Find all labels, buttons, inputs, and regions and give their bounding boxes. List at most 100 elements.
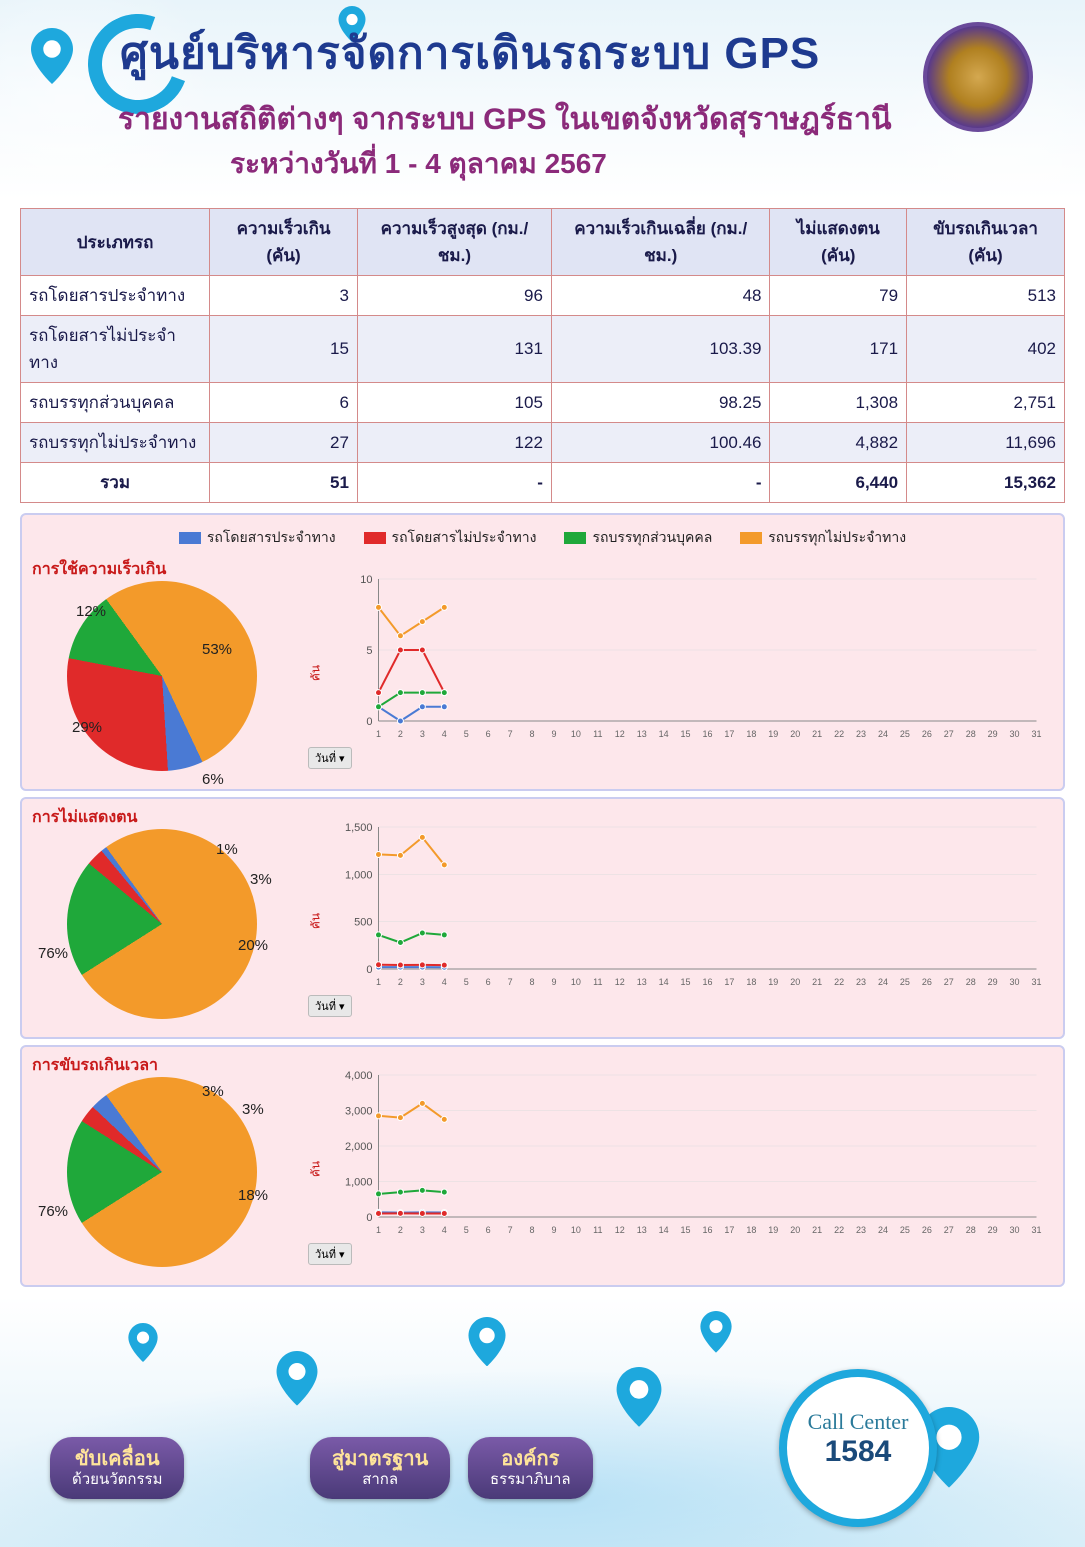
main-title: ศูนย์บริหารจัดการเดินรถระบบ GPS	[120, 18, 820, 88]
pie-slice-label: 3%	[242, 1101, 264, 1118]
svg-text:17: 17	[724, 729, 734, 739]
table-header: ความเร็วสูงสุด (กม./ชม.)	[357, 209, 551, 276]
row-value: 103.39	[551, 316, 770, 383]
svg-text:3: 3	[420, 977, 425, 987]
svg-text:27: 27	[944, 977, 954, 987]
svg-text:18: 18	[746, 977, 756, 987]
y-axis-label: คัน	[307, 1161, 326, 1177]
svg-text:31: 31	[1031, 1225, 1041, 1235]
svg-text:30: 30	[1010, 977, 1020, 987]
svg-text:24: 24	[878, 977, 888, 987]
svg-text:4: 4	[442, 977, 447, 987]
legend-item: รถบรรทุกไม่ประจำทาง	[740, 527, 906, 549]
svg-text:8: 8	[530, 1225, 535, 1235]
svg-text:5: 5	[464, 1225, 469, 1235]
row-value: 171	[770, 316, 907, 383]
svg-text:18: 18	[746, 729, 756, 739]
svg-text:11: 11	[593, 729, 602, 739]
svg-text:31: 31	[1031, 729, 1041, 739]
pie-slice-label: 18%	[238, 1187, 268, 1204]
x-axis-selector[interactable]: วันที่ ▾	[308, 1243, 352, 1265]
table-header: ความเร็วเกินเฉลี่ย (กม./ชม.)	[551, 209, 770, 276]
table-total-row: รวม51--6,44015,362	[21, 463, 1065, 503]
svg-text:23: 23	[856, 1225, 866, 1235]
row-value: 100.46	[551, 423, 770, 463]
table-header: ขับรถเกินเวลา (คัน)	[907, 209, 1065, 276]
svg-text:9: 9	[551, 1225, 556, 1235]
total-value: 15,362	[907, 463, 1065, 503]
svg-text:13: 13	[637, 977, 647, 987]
row-value: 1,308	[770, 383, 907, 423]
svg-text:22: 22	[834, 977, 844, 987]
svg-text:3: 3	[420, 729, 425, 739]
x-axis-selector[interactable]: วันที่ ▾	[308, 747, 352, 769]
svg-text:12: 12	[615, 729, 625, 739]
svg-text:19: 19	[768, 977, 778, 987]
svg-text:28: 28	[966, 729, 976, 739]
svg-text:8: 8	[530, 729, 535, 739]
svg-text:29: 29	[988, 729, 998, 739]
svg-text:0: 0	[366, 964, 372, 976]
chart-legend: รถโดยสารประจำทางรถโดยสารไม่ประจำทางรถบรร…	[32, 523, 1053, 559]
svg-text:5: 5	[464, 977, 469, 987]
svg-text:10: 10	[571, 977, 581, 987]
map-pin-icon	[128, 1323, 158, 1362]
report-header: ศูนย์บริหารจัดการเดินรถระบบ GPS รายงานสถ…	[0, 0, 1085, 200]
svg-text:14: 14	[659, 1225, 669, 1235]
svg-text:12: 12	[615, 977, 625, 987]
agency-seal-icon	[923, 22, 1033, 132]
chart-panel: การไม่แสดงตน76%20%3%1%05001,0001,5001234…	[20, 797, 1065, 1039]
svg-text:11: 11	[593, 977, 602, 987]
stats-table: ประเภทรถความเร็วเกิน (คัน)ความเร็วสูงสุด…	[20, 208, 1065, 503]
svg-text:10: 10	[571, 729, 581, 739]
svg-text:8: 8	[530, 977, 535, 987]
row-label: รถบรรทุกไม่ประจำทาง	[21, 423, 210, 463]
total-value: 6,440	[770, 463, 907, 503]
total-label: รวม	[21, 463, 210, 503]
svg-text:10: 10	[571, 1225, 581, 1235]
pie-slice-label: 29%	[72, 719, 102, 736]
chart-panel: รถโดยสารประจำทางรถโดยสารไม่ประจำทางรถบรร…	[20, 513, 1065, 791]
footer-badge: องค์กรธรรมาภิบาล	[468, 1437, 593, 1499]
pie-wrap: 76%18%3%3%	[32, 1075, 292, 1275]
map-pin-icon	[468, 1317, 506, 1366]
footer-badge: สู่มาตรฐานสากล	[310, 1437, 450, 1499]
svg-text:7: 7	[508, 729, 513, 739]
line-wrap: 0510123456789101112131415161718192021222…	[332, 573, 1053, 773]
line-wrap: 01,0002,0003,0004,0001234567891011121314…	[332, 1069, 1053, 1269]
call-center-label: Call Center	[787, 1409, 929, 1435]
row-label: รถบรรทุกส่วนบุคคล	[21, 383, 210, 423]
svg-text:2,000: 2,000	[345, 1141, 373, 1153]
svg-text:23: 23	[856, 977, 866, 987]
svg-text:6: 6	[486, 1225, 491, 1235]
line-chart: 01,0002,0003,0004,0001234567891011121314…	[332, 1069, 1053, 1239]
row-value: 122	[357, 423, 551, 463]
svg-text:20: 20	[790, 729, 800, 739]
x-axis-selector[interactable]: วันที่ ▾	[308, 995, 352, 1017]
pie-slice-label: 76%	[38, 1203, 68, 1220]
pie-slice-label: 12%	[76, 603, 106, 620]
svg-text:14: 14	[659, 977, 669, 987]
svg-text:28: 28	[966, 1225, 976, 1235]
svg-text:30: 30	[1010, 729, 1020, 739]
pie-chart	[67, 1077, 257, 1267]
svg-text:1,000: 1,000	[345, 869, 373, 881]
map-pin-icon	[30, 28, 74, 84]
svg-text:21: 21	[812, 1225, 822, 1235]
svg-text:3,000: 3,000	[345, 1106, 373, 1118]
call-center-number: 1584	[787, 1435, 929, 1469]
svg-text:21: 21	[812, 977, 822, 987]
table-row: รถโดยสารไม่ประจำทาง15131103.39171402	[21, 316, 1065, 383]
row-value: 48	[551, 276, 770, 316]
svg-text:24: 24	[878, 729, 888, 739]
row-label: รถโดยสารประจำทาง	[21, 276, 210, 316]
svg-text:13: 13	[637, 1225, 647, 1235]
legend-item: รถโดยสารประจำทาง	[179, 527, 336, 549]
table-header: ไม่แสดงตน (คัน)	[770, 209, 907, 276]
svg-text:2: 2	[398, 729, 403, 739]
svg-text:7: 7	[508, 977, 513, 987]
svg-text:16: 16	[702, 977, 712, 987]
svg-text:19: 19	[768, 729, 778, 739]
svg-text:16: 16	[702, 729, 712, 739]
pie-slice-label: 53%	[202, 641, 232, 658]
